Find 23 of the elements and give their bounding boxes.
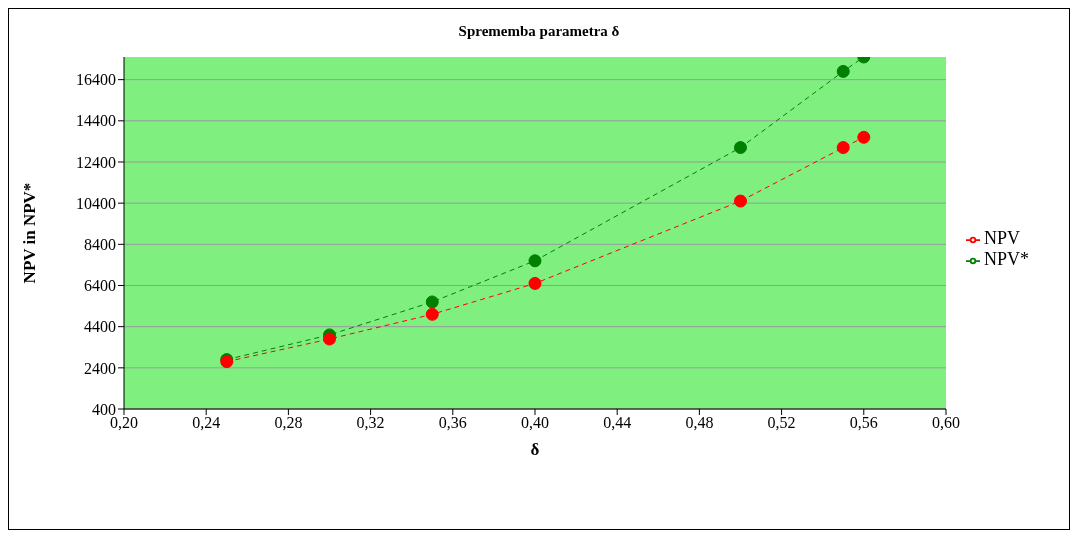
x-tick-label: 0,56 (849, 414, 878, 432)
x-tick-label: 0,52 (767, 414, 796, 432)
y-tick-label: 6400 (84, 277, 116, 295)
x-tick-label: 0,24 (192, 414, 221, 432)
x-tick-label: 0,28 (274, 414, 303, 432)
y-tick-label: 14400 (76, 112, 116, 130)
x-tick-label: 0,60 (931, 414, 960, 432)
y-tick-label: 4400 (84, 318, 116, 336)
y-axis-title: NPV in NPV* (20, 182, 40, 284)
chart-title: Sprememba parametra δ (457, 23, 621, 40)
y-tick-label: 2400 (84, 359, 116, 377)
x-axis-title: δ (530, 440, 540, 459)
x-tick-label: 0,44 (603, 414, 632, 432)
x-tick-label: 0,48 (685, 414, 714, 432)
x-tick-label: 0,32 (356, 414, 385, 432)
legend-label: NPV* (983, 249, 1029, 269)
legend-label: NPV (983, 228, 1020, 248)
y-tick-label: 10400 (76, 194, 116, 212)
y-tick-label: 12400 (76, 153, 116, 171)
y-tick-label: 16400 (76, 71, 116, 89)
y-tick-label: 8400 (84, 236, 116, 253)
x-tick-label: 0,36 (438, 414, 467, 432)
x-tick-label: 0,40 (520, 414, 549, 432)
